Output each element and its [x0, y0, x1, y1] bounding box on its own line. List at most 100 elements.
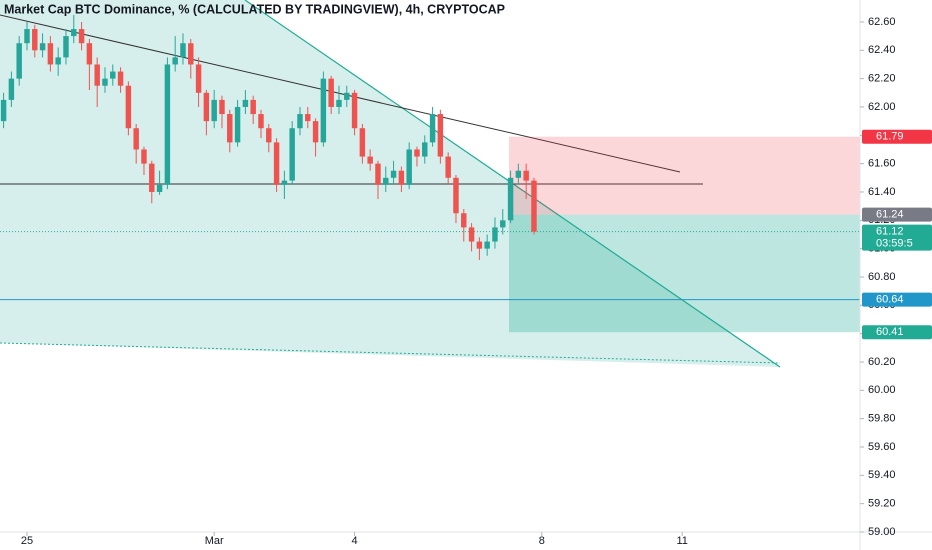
candle-body: [164, 64, 171, 185]
stop-zone: [509, 136, 860, 215]
price-axis-bg: [860, 0, 932, 550]
countdown: 03:59:5: [876, 238, 913, 250]
price-tag-label: 61.79: [876, 131, 904, 143]
y-tick-label: 60.20: [868, 356, 896, 368]
candle-body: [305, 114, 311, 122]
candle-body: [63, 36, 69, 58]
price-tag: [862, 224, 932, 251]
candle-body: [320, 78, 327, 143]
price-tag-label: 61.24: [876, 209, 904, 221]
price-tag: [862, 207, 932, 222]
price-tag: [862, 325, 932, 340]
y-tick-label: 62.20: [868, 73, 896, 85]
candle-body: [422, 142, 428, 157]
candle-body: [234, 106, 241, 143]
candle-body: [8, 78, 15, 100]
price-tag: [862, 129, 932, 144]
candle-body: [86, 43, 93, 65]
candle-body: [375, 163, 381, 185]
y-tick-label: 59.20: [868, 498, 896, 510]
target-zone: [509, 214, 860, 333]
candle-body: [0, 99, 7, 122]
candle-body: [390, 170, 397, 178]
candle-body: [328, 78, 334, 107]
price-tag-label: 61.12: [876, 226, 904, 238]
candle-body: [406, 149, 412, 185]
x-tick-label: 25: [21, 535, 33, 547]
candles: [0, 14, 537, 260]
candle-body: [500, 220, 506, 228]
candle-body: [273, 142, 280, 185]
candle-body: [523, 170, 529, 181]
candle-body: [476, 241, 483, 249]
x-tick-label: 11: [676, 535, 687, 547]
y-tick-label: 61.60: [868, 158, 896, 170]
y-tick-label: 62.60: [868, 16, 896, 28]
candle-body: [141, 149, 147, 164]
candle-body: [78, 29, 85, 44]
y-tick-label: 60.00: [868, 384, 896, 396]
candle-body: [492, 227, 498, 242]
x-tick-label: Mar: [205, 535, 224, 547]
x-tick-label: 4: [352, 535, 358, 547]
price-tag: [862, 292, 932, 307]
candle-body: [133, 128, 139, 150]
candle-body: [203, 92, 210, 122]
y-tick-label: 62.00: [868, 101, 896, 113]
candle-body: [39, 43, 46, 51]
candle-body: [351, 92, 358, 129]
candle-body: [250, 99, 256, 115]
candle-body: [102, 78, 108, 86]
candle-body: [266, 128, 272, 143]
candle-body: [24, 29, 30, 44]
drawings: [0, 0, 781, 368]
candle-body: [429, 114, 436, 143]
candle-body: [468, 227, 475, 242]
candle-body: [484, 241, 490, 249]
candle-body: [312, 121, 319, 143]
candle-body: [32, 29, 38, 51]
candle-body: [515, 170, 522, 178]
y-tick-label: 59.60: [868, 441, 896, 453]
candle-body: [188, 43, 194, 65]
candle-body: [367, 156, 373, 164]
price-tag-label: 60.64: [876, 294, 904, 306]
y-tick-label: 59.40: [868, 469, 896, 481]
candle-body: [359, 128, 366, 157]
candle-body: [180, 43, 186, 58]
candle-body: [461, 213, 467, 228]
candle-body: [531, 180, 537, 232]
candle-body: [445, 156, 451, 178]
y-tick-label: 60.80: [868, 271, 896, 283]
candle-body: [55, 57, 61, 65]
candle-body: [297, 114, 303, 129]
candle-body: [398, 170, 405, 185]
candle-body: [219, 99, 225, 115]
x-tick-label: 8: [539, 535, 545, 547]
candle-body: [437, 114, 444, 157]
candle-body: [281, 180, 288, 185]
y-tick-label: 59.00: [868, 526, 896, 538]
position-zones: [0, 136, 860, 333]
candle-body: [47, 43, 54, 65]
price-tag-label: 60.41: [876, 326, 904, 338]
y-tick-label: 59.80: [868, 413, 896, 425]
candle-body: [211, 99, 217, 122]
candle-body: [242, 99, 249, 107]
candle-body: [172, 57, 178, 65]
candle-body: [289, 128, 295, 181]
candle-body: [336, 99, 342, 107]
candle-body: [414, 149, 420, 157]
candle-body: [94, 64, 100, 86]
candle-body: [149, 163, 155, 192]
candle-body: [195, 64, 202, 93]
axes: 59.0059.2059.4059.6059.8060.0060.2060.40…: [21, 16, 932, 547]
candle-body: [125, 85, 132, 129]
candle-body: [227, 114, 233, 143]
candle-body: [453, 177, 459, 214]
candle-body: [156, 184, 163, 192]
candle-body: [16, 43, 22, 79]
trend-line: [0, 14, 681, 173]
chart-title: Market Cap BTC Dominance, % (CALCULATED …: [4, 2, 505, 16]
